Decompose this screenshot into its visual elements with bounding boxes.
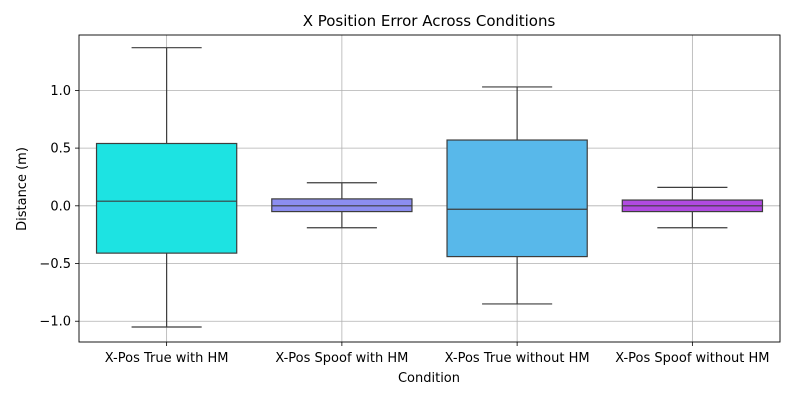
- y-tick-label: −0.5: [39, 257, 71, 272]
- x-tick-label: X-Pos True without HM: [445, 351, 590, 366]
- x-axis-ticks: X-Pos True with HM X-Pos Spoof with HM X-P…: [105, 342, 770, 366]
- y-tick-label: 0.5: [50, 142, 71, 157]
- plot-frame: [78, 34, 781, 343]
- y-axis-ticks: −1.0 −0.5 0.0 0.5 1.0: [39, 84, 79, 330]
- x-tick-label: X-Pos Spoof without HM: [615, 351, 769, 366]
- x-tick-label: X-Pos True with HM: [105, 351, 229, 366]
- y-axis-title: Distance (m): [15, 147, 30, 231]
- x-axis-title: Condition: [398, 371, 460, 386]
- y-tick-label: 0.0: [50, 199, 71, 214]
- chart-title: X Position Error Across Conditions: [303, 12, 556, 30]
- box-iqr: [95, 142, 238, 254]
- x-tick-label: X-Pos Spoof with HM: [275, 351, 408, 366]
- boxes: [95, 47, 764, 328]
- y-tick-label: 1.0: [50, 84, 71, 99]
- y-tick-label: −1.0: [39, 315, 71, 330]
- box-iqr: [446, 139, 588, 258]
